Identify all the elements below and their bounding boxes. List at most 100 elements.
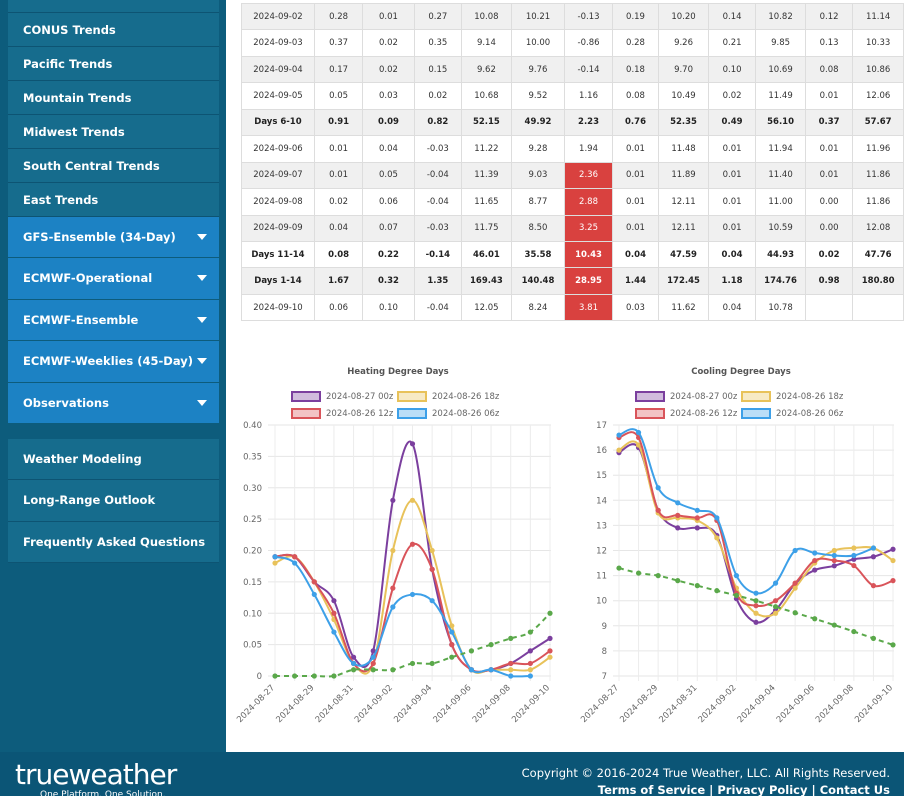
- table-cell: 0.09: [362, 108, 415, 137]
- point: [409, 441, 416, 447]
- menu-label: Midwest Trends: [23, 125, 125, 139]
- point: [409, 591, 416, 598]
- table-cell: 12.11: [658, 214, 709, 242]
- y-tick-label: 14: [596, 496, 607, 506]
- point: [733, 573, 740, 579]
- point: [449, 629, 455, 635]
- point: [429, 566, 435, 572]
- y-tick-label: 10: [596, 597, 607, 607]
- menu-item[interactable]: Pacific Trends: [8, 47, 219, 81]
- table-cell: 12.05: [461, 293, 512, 322]
- x-tick-label: 2024-09-06: [432, 683, 474, 725]
- table-cell: 0.03: [611, 293, 660, 322]
- point: [292, 673, 298, 679]
- table-cell: 1.16: [564, 82, 613, 110]
- x-tick-label: 2024-09-04: [736, 683, 778, 725]
- table-cell: 9.14: [461, 29, 512, 57]
- table-cell: 0.01: [611, 188, 660, 216]
- menu-item[interactable]: CONUS Trends: [8, 13, 219, 47]
- menu-item[interactable]: Midwest Trends: [8, 115, 219, 149]
- chart-title: Heating Degree Days: [347, 367, 448, 377]
- table-cell: 2024-09-06: [241, 135, 315, 163]
- point: [812, 616, 818, 622]
- table-cell: 2024-09-05: [241, 82, 315, 110]
- menu-item[interactable]: Observations: [8, 382, 219, 424]
- footer-link[interactable]: Privacy Policy: [717, 783, 808, 797]
- menu-item[interactable]: [8, 0, 219, 13]
- table-cell: 0.12: [804, 2, 854, 31]
- table-row: 2024-09-07 0.01 0.05 -0.04 11.39 9.03 2.36 0.01…: [241, 161, 904, 190]
- point: [311, 579, 317, 585]
- menu-label: ECMWF-Weeklies (45-Day): [23, 354, 193, 369]
- table-cell: 28.95: [564, 267, 613, 295]
- table-cell: Days 6-10: [241, 108, 315, 137]
- table-cell: 0.35: [413, 29, 463, 57]
- point: [331, 610, 337, 616]
- menu-item[interactable]: ECMWF-Ensemble: [8, 299, 219, 342]
- point: [331, 673, 337, 679]
- footer-link[interactable]: Terms of Service: [597, 783, 706, 797]
- menu-item[interactable]: South Central Trends: [8, 149, 219, 183]
- point: [792, 547, 798, 554]
- table-cell: 0.49: [707, 108, 757, 137]
- legend-label: 2024-08-26 06z: [776, 409, 844, 419]
- menu-label: CONUS Trends: [23, 23, 116, 37]
- point: [527, 648, 533, 654]
- table-row: 2024-09-09 0.04 0.07 -0.03 11.75 8.50 3.25 0.01…: [241, 214, 904, 242]
- table-cell: 9.52: [510, 82, 566, 110]
- y-tick-label: 8: [602, 647, 607, 657]
- point: [851, 628, 857, 635]
- point: [272, 554, 278, 560]
- table-cell: 0.18: [611, 55, 660, 84]
- point: [390, 667, 396, 673]
- table-cell: 0.06: [362, 188, 415, 216]
- table-cell: 9.76: [510, 55, 566, 84]
- point: [870, 545, 877, 551]
- table-cell: 0.02: [313, 188, 364, 216]
- table-cell: 2.36: [564, 161, 613, 190]
- separator: |: [811, 783, 816, 797]
- point: [870, 583, 877, 589]
- point: [831, 622, 837, 628]
- table-cell: 10.33: [852, 29, 904, 57]
- footer-link[interactable]: Contact Us: [819, 783, 890, 797]
- menu-item[interactable]: Frequently Asked Questions: [8, 522, 219, 564]
- table-cell: 56.10: [755, 108, 806, 137]
- table-cell: 9.03: [510, 161, 566, 190]
- table-cell: 10.86: [852, 55, 904, 84]
- table-cell: 2024-09-02: [241, 2, 315, 31]
- legend-swatch: [635, 408, 665, 419]
- table-cell: -0.14: [564, 55, 613, 84]
- legend-swatch: [741, 391, 771, 402]
- point: [390, 547, 396, 554]
- menu-item[interactable]: GFS-Ensemble (34-Day): [8, 217, 219, 259]
- legend-label: 2024-08-26 18z: [432, 392, 500, 402]
- y-tick-label: 0.35: [243, 452, 262, 462]
- table-cell: 8.50: [510, 214, 566, 242]
- table-cell: 0.08: [804, 55, 854, 84]
- menu-label: ECMWF-Operational: [23, 271, 153, 286]
- menu-item[interactable]: ECMWF-Weeklies (45-Day): [8, 341, 219, 383]
- series-line: [618, 567, 894, 646]
- point: [792, 585, 798, 591]
- menu-item[interactable]: Mountain Trends: [8, 81, 219, 115]
- table-cell: 0.01: [313, 135, 364, 163]
- point: [851, 552, 857, 559]
- table-cell: -0.03: [413, 135, 463, 163]
- point: [694, 507, 700, 513]
- table-cell: 0.02: [804, 240, 854, 269]
- y-tick-label: 0.20: [243, 547, 262, 557]
- legend-label: 2024-08-26 18z: [776, 392, 844, 402]
- point: [753, 619, 759, 625]
- menu-item[interactable]: East Trends: [8, 183, 219, 217]
- y-tick-label: 0.30: [243, 484, 262, 494]
- menu-item[interactable]: ECMWF-Operational: [8, 258, 219, 300]
- point: [350, 654, 357, 660]
- table-cell: 0.04: [707, 293, 757, 322]
- table-cell: 3.25: [564, 214, 613, 242]
- menu-item[interactable]: Long-Range Outlook: [8, 480, 219, 522]
- point: [772, 598, 779, 604]
- point: [792, 580, 798, 586]
- point: [831, 557, 837, 564]
- menu-item[interactable]: Weather Modeling: [8, 439, 219, 481]
